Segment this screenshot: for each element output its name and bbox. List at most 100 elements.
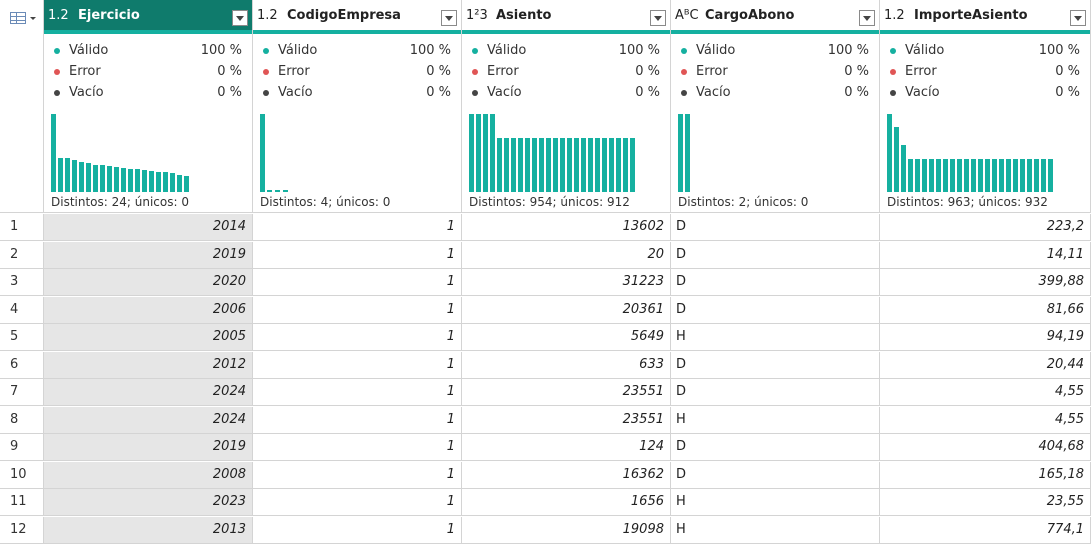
histogram-bar[interactable] [72,160,77,192]
column-ejercicio[interactable]: 1.2 Ejercicio Válido 100 % Error 0 % Vacío 0 % D… [44,0,253,213]
histogram-bar[interactable] [929,159,934,192]
row-number[interactable]: 6 [0,351,44,378]
table-cell-asiento[interactable]: 633 [462,351,671,378]
table-cell-importeasiento[interactable]: 23,55 [880,489,1091,515]
histogram-bar[interactable] [908,159,913,192]
histogram-bar[interactable] [476,114,481,192]
table-cell-codigoempresa[interactable]: 1 [253,296,462,323]
table-cell-importeasiento[interactable]: 94,19 [880,324,1091,350]
histogram-bar[interactable] [539,138,544,192]
table-cell-ejercicio[interactable]: 2014 [44,214,253,240]
column-codigoempresa[interactable]: 1.2 CodigoEmpresa Válido 100 % Error 0 % Vacío… [253,0,462,213]
table-cell-ejercicio[interactable]: 2008 [44,461,253,488]
histogram-bar[interactable] [588,138,593,192]
histogram-bar[interactable] [275,190,280,192]
column-header[interactable]: 1.2 CodigoEmpresa [253,0,461,34]
table-cell-ejercicio[interactable]: 2012 [44,351,253,378]
table-cell-codigoempresa[interactable]: 1 [253,516,462,543]
table-cell-asiento[interactable]: 5649 [462,324,671,350]
histogram-bar[interactable] [616,138,621,192]
histogram-bar[interactable] [609,138,614,192]
table-cell-codigoempresa[interactable]: 1 [253,406,462,433]
histogram-bar[interactable] [685,114,690,192]
table-cell-ejercicio[interactable]: 2024 [44,379,253,405]
histogram-bar[interactable] [170,173,175,192]
table-cell-cargoabono[interactable]: D [671,461,880,488]
histogram-bar[interactable] [1013,159,1018,192]
table-cell-codigoempresa[interactable]: 1 [253,324,462,350]
histogram-bar[interactable] [1027,159,1032,192]
table-cell-ejercicio[interactable]: 2020 [44,269,253,295]
histogram-bar[interactable] [602,138,607,192]
row-number[interactable]: 11 [0,489,44,515]
table-cell-asiento[interactable]: 13602 [462,214,671,240]
histogram-bar[interactable] [957,159,962,192]
row-number[interactable]: 8 [0,406,44,433]
histogram-bar[interactable] [469,114,474,192]
histogram-bar[interactable] [114,167,119,192]
histogram-bar[interactable] [936,159,941,192]
table-cell-cargoabono[interactable]: H [671,406,880,433]
table-cell-cargoabono[interactable]: H [671,489,880,515]
table-cell-cargoabono[interactable]: D [671,296,880,323]
histogram-bar[interactable] [581,138,586,192]
histogram-bar[interactable] [511,138,516,192]
table-cell-cargoabono[interactable]: D [671,351,880,378]
table-cell-importeasiento[interactable]: 223,2 [880,214,1091,240]
table-cell-importeasiento[interactable]: 4,55 [880,406,1091,433]
data-type-icon[interactable]: 1.2 [884,7,905,23]
histogram-bar[interactable] [504,138,509,192]
histogram-bar[interactable] [142,170,147,192]
histogram-bar[interactable] [149,171,154,192]
histogram-bar[interactable] [177,175,182,192]
table-menu-button[interactable] [0,0,44,213]
table-cell-asiento[interactable]: 19098 [462,516,671,543]
value-distribution-histogram[interactable] [260,114,291,192]
histogram-bar[interactable] [567,138,572,192]
table-cell-ejercicio[interactable]: 2023 [44,489,253,515]
row-number[interactable]: 12 [0,516,44,543]
row-number[interactable]: 9 [0,434,44,460]
table-row[interactable]: 3 2020 1 31223 D 399,88 [0,269,1091,296]
value-distribution-histogram[interactable] [678,114,692,192]
column-header[interactable]: 1.2 ImporteAsiento [880,0,1090,34]
histogram-bar[interactable] [901,145,906,192]
histogram-bar[interactable] [184,176,189,192]
filter-dropdown-button[interactable] [232,10,248,26]
table-cell-importeasiento[interactable]: 81,66 [880,296,1091,323]
table-cell-asiento[interactable]: 1656 [462,489,671,515]
table-cell-asiento[interactable]: 23551 [462,406,671,433]
table-row[interactable]: 2 2019 1 20 D 14,11 [0,241,1091,269]
value-distribution-histogram[interactable] [469,114,637,192]
histogram-bar[interactable] [887,114,892,192]
row-number[interactable]: 10 [0,461,44,488]
filter-dropdown-button[interactable] [441,10,457,26]
table-cell-codigoempresa[interactable]: 1 [253,351,462,378]
histogram-bar[interactable] [490,114,495,192]
row-number[interactable]: 2 [0,241,44,268]
histogram-bar[interactable] [1048,159,1053,192]
histogram-bar[interactable] [497,138,502,192]
histogram-bar[interactable] [943,159,948,192]
table-row[interactable]: 5 2005 1 5649 H 94,19 [0,324,1091,351]
histogram-bar[interactable] [1041,159,1046,192]
histogram-bar[interactable] [999,159,1004,192]
table-cell-ejercicio[interactable]: 2013 [44,516,253,543]
column-header[interactable]: AᴮC CargoAbono [671,0,879,34]
table-row[interactable]: 7 2024 1 23551 D 4,55 [0,379,1091,406]
histogram-bar[interactable] [985,159,990,192]
column-asiento[interactable]: 1²3 Asiento Válido 100 % Error 0 % Vacío 0 % Dis… [462,0,671,213]
histogram-bar[interactable] [65,158,70,192]
filter-dropdown-button[interactable] [859,10,875,26]
histogram-bar[interactable] [135,169,140,192]
histogram-bar[interactable] [630,138,635,192]
column-header[interactable]: 1²3 Asiento [462,0,670,34]
table-cell-asiento[interactable]: 31223 [462,269,671,295]
histogram-bar[interactable] [156,172,161,192]
table-cell-cargoabono[interactable]: D [671,434,880,460]
histogram-bar[interactable] [283,190,288,192]
table-cell-ejercicio[interactable]: 2019 [44,434,253,460]
histogram-bar[interactable] [483,114,488,192]
table-cell-asiento[interactable]: 124 [462,434,671,460]
table-cell-cargoabono[interactable]: D [671,379,880,405]
